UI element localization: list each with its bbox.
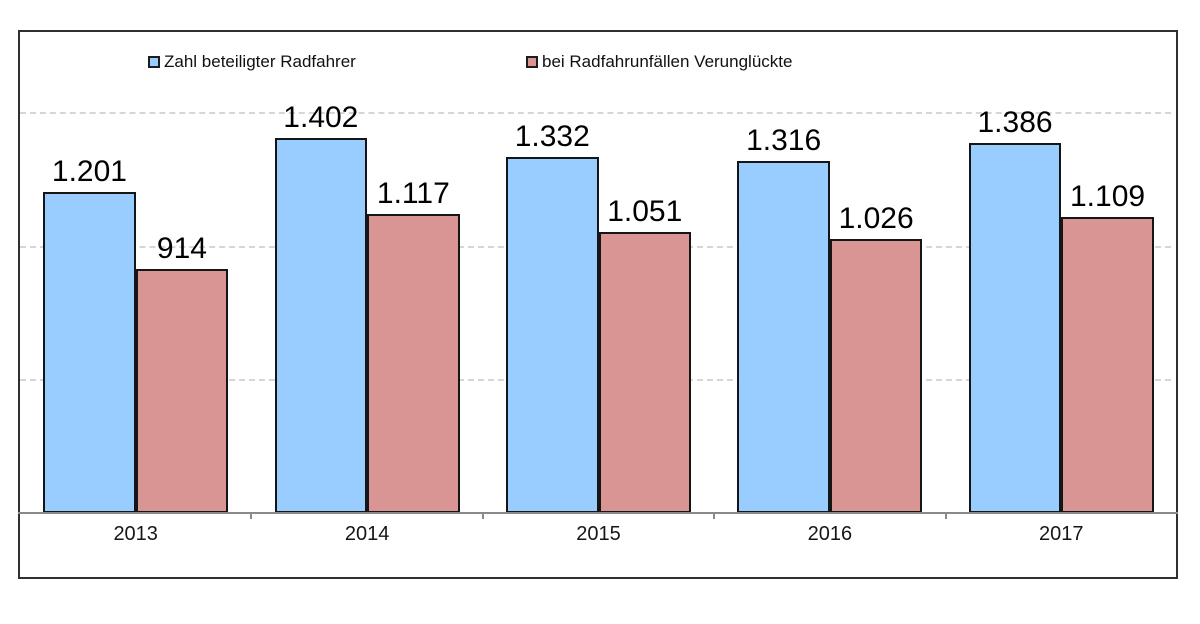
bar-2017-radfahrer — [968, 142, 1062, 513]
x-axis-label-2013: 2013 — [113, 523, 158, 545]
value-label: 1.117 — [376, 177, 450, 211]
bar-2014-verungglueckte — [367, 214, 460, 513]
gridline-1500 — [20, 112, 1171, 115]
value-label: 914 — [156, 231, 207, 265]
bar-2013-radfahrer — [43, 191, 136, 513]
bar-2016-radfahrer — [737, 161, 830, 513]
value-label: 1.109 — [1070, 179, 1146, 213]
value-label: 1.402 — [283, 101, 359, 135]
legend-item-verungglueckte: bei Radfahrunfällen Verunglückte — [526, 53, 792, 71]
bar-2017-verungglueckte — [1061, 216, 1154, 513]
value-label: 1.386 — [977, 105, 1053, 139]
x-axis-tick — [250, 514, 253, 519]
value-label: 1.026 — [838, 201, 914, 235]
chart-frame — [18, 30, 1178, 579]
bar-2015-radfahrer — [506, 156, 599, 513]
x-axis-tick — [713, 514, 716, 519]
x-axis-label-2015: 2015 — [576, 523, 621, 545]
x-axis-label-2014: 2014 — [344, 523, 390, 545]
value-label: 1.332 — [514, 119, 590, 153]
bar-2013-verungglueckte — [135, 268, 229, 513]
x-axis-tick — [944, 514, 947, 519]
x-axis-tick — [481, 514, 484, 519]
x-axis-line — [18, 512, 1178, 514]
bar-2015-verungglueckte — [598, 232, 691, 513]
bar-2016-verungglueckte — [829, 238, 923, 513]
x-axis-label-2016: 2016 — [807, 523, 853, 545]
legend-item-radfahrer: Zahl beteiligter Radfahrer — [148, 53, 356, 71]
bar-2014-radfahrer — [274, 138, 368, 513]
legend-label-verungglueckte: bei Radfahrunfällen Verunglückte — [542, 52, 793, 71]
value-label: 1.201 — [51, 154, 127, 188]
legend-label-radfahrer: Zahl beteiligter Radfahrer — [164, 52, 356, 71]
value-label: 1.316 — [746, 124, 822, 158]
x-axis-label-2017: 2017 — [1039, 523, 1084, 545]
value-label: 1.051 — [607, 195, 683, 229]
legend-swatch-blue-icon — [148, 56, 160, 68]
legend-swatch-red-icon — [526, 56, 538, 68]
